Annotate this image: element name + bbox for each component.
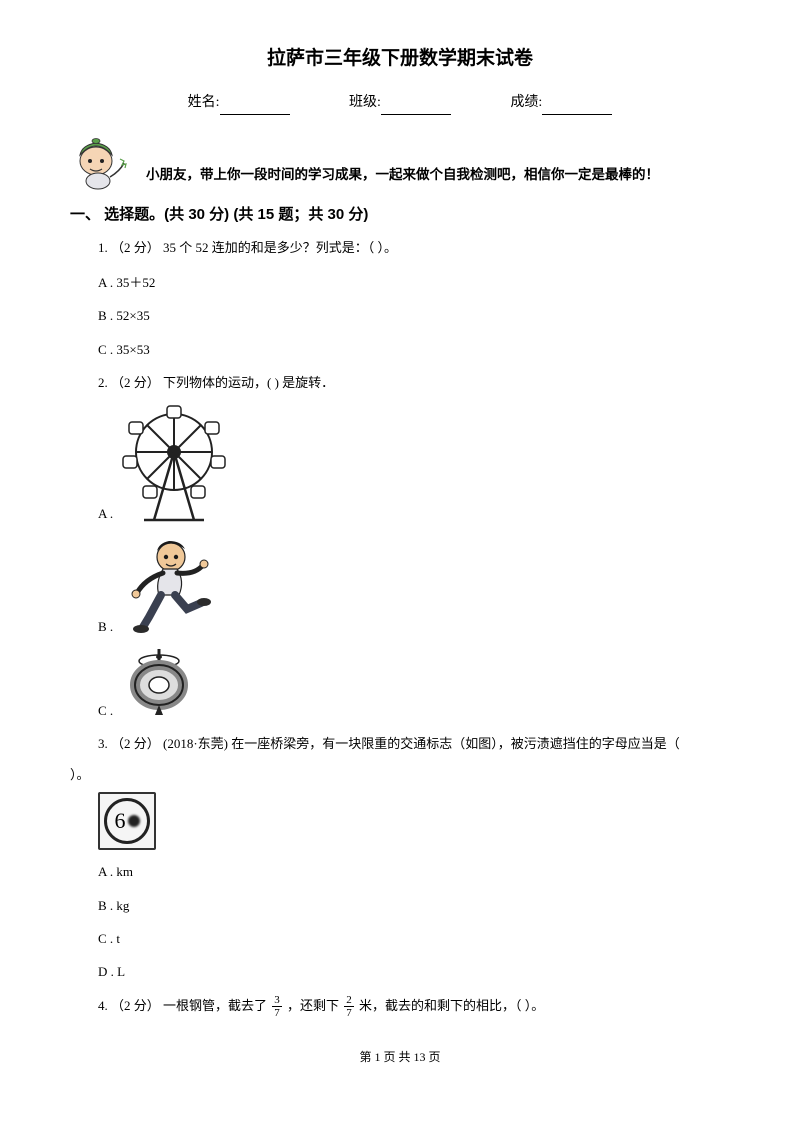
- class-blank[interactable]: [381, 101, 451, 115]
- q2-option-c[interactable]: C .: [98, 649, 730, 726]
- q4-frac2-den: 7: [344, 1007, 354, 1019]
- q4-frac2-num: 2: [344, 994, 354, 1007]
- q1-option-b[interactable]: B . 52×35: [98, 304, 730, 327]
- q4-fraction-2: 2 7: [344, 994, 354, 1019]
- q2-option-b-label: B .: [98, 615, 113, 642]
- page-title: 拉萨市三年级下册数学期末试卷: [70, 42, 730, 76]
- page-footer: 第 1 页 共 13 页: [70, 1047, 730, 1069]
- q1-option-c[interactable]: C . 35×53: [98, 338, 730, 361]
- spinning-top-icon: [119, 649, 199, 726]
- q4-frac1-num: 3: [272, 994, 282, 1007]
- q3-stem-part1: 3. （2 分） (2018·东莞) 在一座桥梁旁，有一块限重的交通标志（如图）…: [98, 736, 680, 751]
- score-blank[interactable]: [542, 101, 612, 115]
- sign-smudge-icon: [128, 815, 140, 827]
- q1-option-a[interactable]: A . 35＋52: [98, 271, 730, 294]
- q3-option-c[interactable]: C . t: [98, 927, 730, 950]
- sign-digit: 6: [115, 801, 126, 841]
- q4-frac1-den: 7: [272, 1007, 282, 1019]
- q3-option-a[interactable]: A . km: [98, 860, 730, 883]
- ferris-wheel-icon: [119, 402, 229, 529]
- q4-stem-pre: 4. （2 分） 一根钢管，截去了: [98, 998, 270, 1013]
- q4-stem-mid: ，还剩下: [287, 998, 342, 1013]
- q2-option-a[interactable]: A .: [98, 402, 730, 529]
- q2-option-c-label: C .: [98, 699, 113, 726]
- q3-stem: 3. （2 分） (2018·东莞) 在一座桥梁旁，有一块限重的交通标志（如图）…: [98, 732, 730, 757]
- name-field: 姓名:: [188, 90, 290, 115]
- name-blank[interactable]: [220, 101, 290, 115]
- score-label: 成绩:: [510, 95, 542, 110]
- running-child-icon: [119, 535, 219, 642]
- q3-stem-cont: ）。: [70, 763, 730, 786]
- q2-stem: 2. （2 分） 下列物体的运动，( ) 是旋转．: [98, 371, 730, 396]
- q4-stem: 4. （2 分） 一根钢管，截去了 3 7 ，还剩下 2 7 米，截去的和剩下的…: [98, 994, 730, 1020]
- encouragement-text: 小朋友，带上你一段时间的学习成果，一起来做个自我检测吧，相信你一定是最棒的！: [146, 163, 659, 191]
- q3-option-b[interactable]: B . kg: [98, 894, 730, 917]
- class-field: 班级:: [349, 90, 451, 115]
- name-label: 姓名:: [188, 95, 220, 110]
- q3-option-d[interactable]: D . L: [98, 960, 730, 983]
- q4-fraction-1: 3 7: [272, 994, 282, 1019]
- section-1-header: 一、 选择题。(共 30 分) (共 15 题；共 30 分): [70, 201, 730, 228]
- q1-stem: 1. （2 分） 35 个 52 连加的和是多少？列式是：（ ）。: [98, 236, 730, 261]
- info-row: 姓名: 班级: 成绩:: [70, 90, 730, 115]
- q2-option-b[interactable]: B .: [98, 535, 730, 642]
- traffic-sign-icon: 6: [98, 792, 156, 850]
- encouragement-row: 小朋友，带上你一段时间的学习成果，一起来做个自我检测吧，相信你一定是最棒的！: [70, 133, 730, 191]
- q2-option-a-label: A .: [98, 502, 113, 529]
- class-label: 班级:: [349, 95, 381, 110]
- q4-stem-post: 米，截去的和剩下的相比，（ ）。: [359, 998, 544, 1013]
- score-field: 成绩:: [510, 90, 612, 115]
- cartoon-boy-icon: [70, 133, 130, 191]
